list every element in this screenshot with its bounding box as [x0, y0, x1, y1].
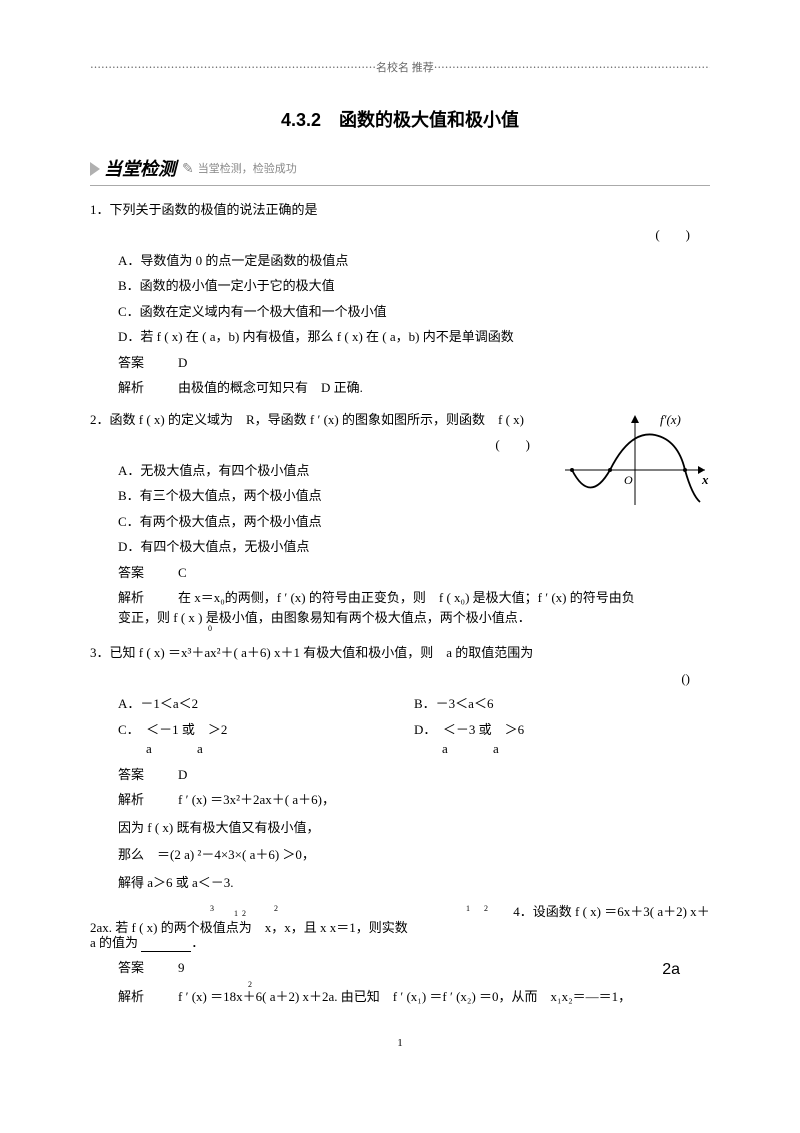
banner-sub: 当堂检测，检验成功: [198, 161, 297, 178]
q4-line2: a 的值为: [90, 935, 138, 950]
q1-answer: 答案 D: [118, 353, 710, 373]
q4-s1: 1: [466, 904, 470, 913]
q2-paren: ( ): [90, 435, 550, 455]
ans-label: 答案: [118, 767, 144, 782]
q1-opt-c: C．函数在定义域内有一个极大值和一个极小值: [118, 302, 710, 322]
q4-s3: 1: [234, 909, 238, 918]
derivative-graph: f′(x) x O: [560, 410, 710, 510]
ans-label: 答案: [118, 565, 144, 580]
q3-opt-c: C． ＜－1 或 ＞2 a a: [118, 720, 414, 759]
q3-opt-d: D． ＜－3 或 ＞6 a a: [414, 720, 710, 759]
ans-label: 答案: [118, 355, 144, 370]
q4-end: ＝1，则实数: [336, 920, 408, 935]
q3-c-a2: a: [197, 741, 203, 756]
q4-m1: ＋3( a＋2) x: [630, 904, 696, 919]
q3-answer: 答案 D: [118, 765, 710, 785]
question-4: 3 2 1 2 1 2 4．设函数 f ( x) ＝6x＋3( a＋2) x＋2…: [90, 904, 710, 1005]
ans-value: C: [178, 565, 187, 580]
q4-m3: ，x: [271, 920, 291, 935]
q2-answer: 答案 C: [118, 563, 710, 583]
q4-e2: 2: [274, 904, 278, 913]
q1-opt-b: B．函数的极小值一定小于它的极大值: [118, 276, 710, 296]
ans-value: D: [178, 355, 187, 370]
q4-m4: ，且 x x: [291, 920, 337, 935]
triangle-icon: [90, 162, 100, 176]
q3-exp3: 那么 ＝(2 a) ²－4×3×( a＋6) ＞0，: [118, 845, 710, 865]
q3-d-a1: a: [442, 741, 448, 756]
section-banner: 当堂检测 ✎ 当堂检测，检验成功: [90, 156, 710, 186]
q3-d-top: D． ＜－3 或 ＞6: [414, 722, 524, 737]
ans-value: D: [178, 767, 187, 782]
q1-explanation: 解析 由极值的概念可知只有 D 正确.: [118, 378, 710, 398]
graph-origin: O: [624, 473, 633, 487]
q1-stem: 1．下列关于函数的极值的说法正确的是: [90, 200, 710, 220]
q4-exp-pre: f ′ (x) ＝18x: [178, 989, 243, 1004]
graph-xlabel: x: [701, 472, 709, 487]
q3-d-a2: a: [493, 741, 499, 756]
q4-explanation: 2 解析 f ′ (x) ＝18x＋6( a＋2) x＋2a. 由已知 f ′ (…: [118, 983, 710, 1005]
question-2: 2．函数 f ( x) 的定义域为 R，导函数 f ′ (x) 的图象如图所示，…: [90, 410, 710, 632]
q4-e1: 3: [210, 904, 214, 913]
q4-exp-end: ＝1，: [599, 989, 632, 1004]
exp-text: f ′ (x) ＝3x²＋2ax＋( a＋6)，: [178, 792, 335, 807]
graph-ylabel: f′(x): [660, 412, 681, 427]
question-3: 3．已知 f ( x) ＝x³＋ax²＋( a＋6) x＋1 有极大值和极小值，…: [90, 643, 710, 892]
q4-exp-e1: 2: [248, 980, 252, 989]
q3-paren: (): [90, 669, 710, 689]
q4-s2: 2: [484, 904, 488, 913]
q1-opt-a: A．导数值为 0 的点一定是函数的极值点: [118, 251, 710, 271]
q4-blank: [141, 935, 191, 952]
q4-frac-den: —: [586, 989, 599, 1004]
q4-stem: 3 2 1 2 1 2 4．设函数 f ( x) ＝6x＋3( a＋2) x＋2…: [90, 904, 710, 952]
q4-exp-mid: ＋6( a＋2) x＋2a. 由已知 f ′ (x₁) ＝f ′ (x₂) ＝0…: [243, 989, 586, 1004]
q3-exp4: 解得 a＞6 或 a＜－3.: [118, 873, 710, 893]
q3-exp2: 因为 f ( x) 既有极大值又有极小值，: [118, 818, 710, 838]
q4-period: ．: [191, 935, 204, 950]
q2-explanation: 解析 在 x＝x₀的两侧，f ′ (x) 的符号由正变负，则 f ( x₀) 是极…: [118, 588, 710, 631]
exp-text: 由极值的概念可知只有 D 正确.: [178, 380, 363, 395]
q4-s4: 2: [242, 909, 246, 918]
q2-opt-a: A．无极大值点，有四个极小值点: [118, 461, 550, 481]
ans-label: 答案: [118, 960, 144, 975]
exp-text-2: 变正，则 f ( x ) 是极小值，由图象易知有两个极大值点，两个极小值点．: [118, 610, 531, 625]
q3-stem: 3．已知 f ( x) ＝x³＋ax²＋( a＋6) x＋1 有极大值和极小值，…: [90, 643, 710, 663]
exp-label: 解析: [118, 380, 144, 395]
page-number: 1: [90, 1035, 710, 1052]
q2-stem: 2．函数 f ( x) 的定义域为 R，导函数 f ′ (x) 的图象如图所示，…: [90, 410, 550, 430]
frac-2a: 2a: [662, 958, 680, 982]
q4-answer: 答案9 2a: [118, 958, 710, 978]
pencil-icon: ✎: [182, 159, 194, 180]
q3-opt-b: B．－3＜a＜6: [414, 694, 710, 714]
exp-label: 解析: [118, 590, 144, 605]
banner-main: 当堂检测: [104, 156, 176, 183]
exp-text-1: 在 x＝x₀的两侧，f ′ (x) 的符号由正变负，则 f ( x₀) 是极大值…: [178, 590, 635, 605]
q1-paren: ( ): [90, 225, 710, 245]
q3-exp1: 解析 f ′ (x) ＝3x²＋2ax＋( a＋6)，: [118, 790, 710, 810]
question-1: 1．下列关于函数的极值的说法正确的是 ( ) A．导数值为 0 的点一定是函数的…: [90, 200, 710, 398]
q3-c-a1: a: [146, 741, 152, 756]
q3-opt-a: A．－1＜a＜2: [118, 694, 414, 714]
q3-c-top: C． ＜－1 或 ＞2: [118, 722, 227, 737]
exp-sub: 0: [208, 627, 710, 631]
page-header: ⋯⋯⋯⋯⋯⋯⋯⋯⋯⋯⋯⋯⋯⋯⋯⋯⋯⋯⋯⋯⋯⋯⋯⋯⋯⋯名校名 推荐⋯⋯⋯⋯⋯⋯⋯⋯…: [90, 60, 710, 77]
doc-title: 4.3.2 函数的极大值和极小值: [90, 107, 710, 134]
ans-value: 9: [178, 960, 185, 975]
q2-opt-d: D．有四个极大值点，无极小值点: [118, 537, 550, 557]
exp-label: 解析: [118, 989, 144, 1004]
q1-opt-d: D．若 f ( x) 在 ( a，b) 内有极值，那么 f ( x) 在 ( a…: [118, 327, 710, 347]
q4-pre: 4．设函数 f ( x) ＝6x: [513, 904, 630, 919]
exp-label: 解析: [118, 792, 144, 807]
q2-opt-b: B．有三个极大值点，两个极小值点: [118, 486, 550, 506]
q2-opt-c: C．有两个极大值点，两个极小值点: [118, 512, 550, 532]
